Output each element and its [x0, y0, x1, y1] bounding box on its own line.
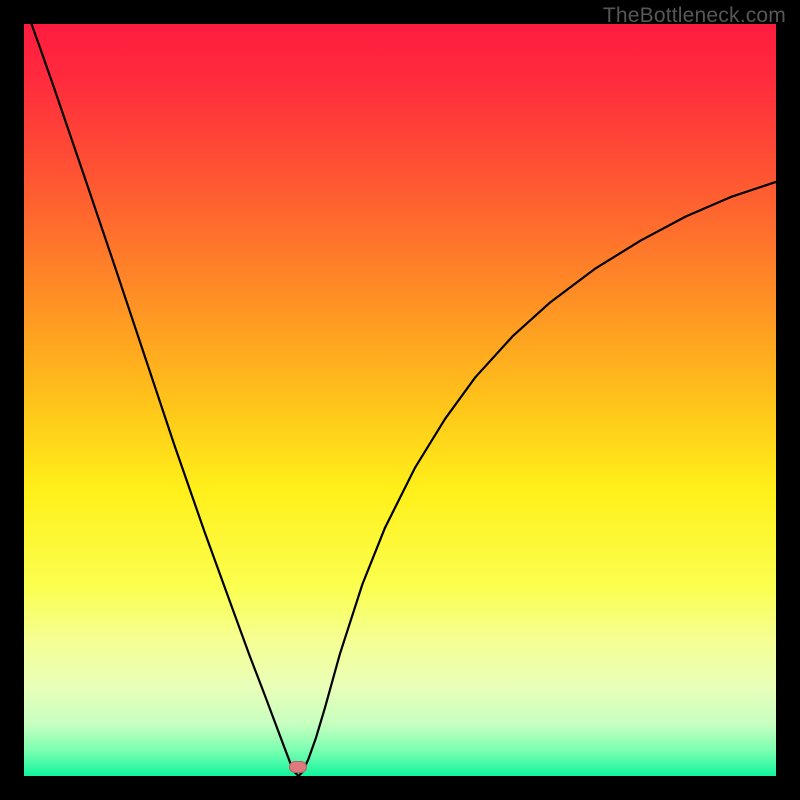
optimum-marker	[289, 761, 307, 773]
plot-area	[24, 24, 776, 776]
outer-frame: TheBottleneck.com	[0, 0, 800, 800]
bottleneck-curve	[24, 24, 776, 776]
watermark-text: TheBottleneck.com	[603, 4, 786, 28]
